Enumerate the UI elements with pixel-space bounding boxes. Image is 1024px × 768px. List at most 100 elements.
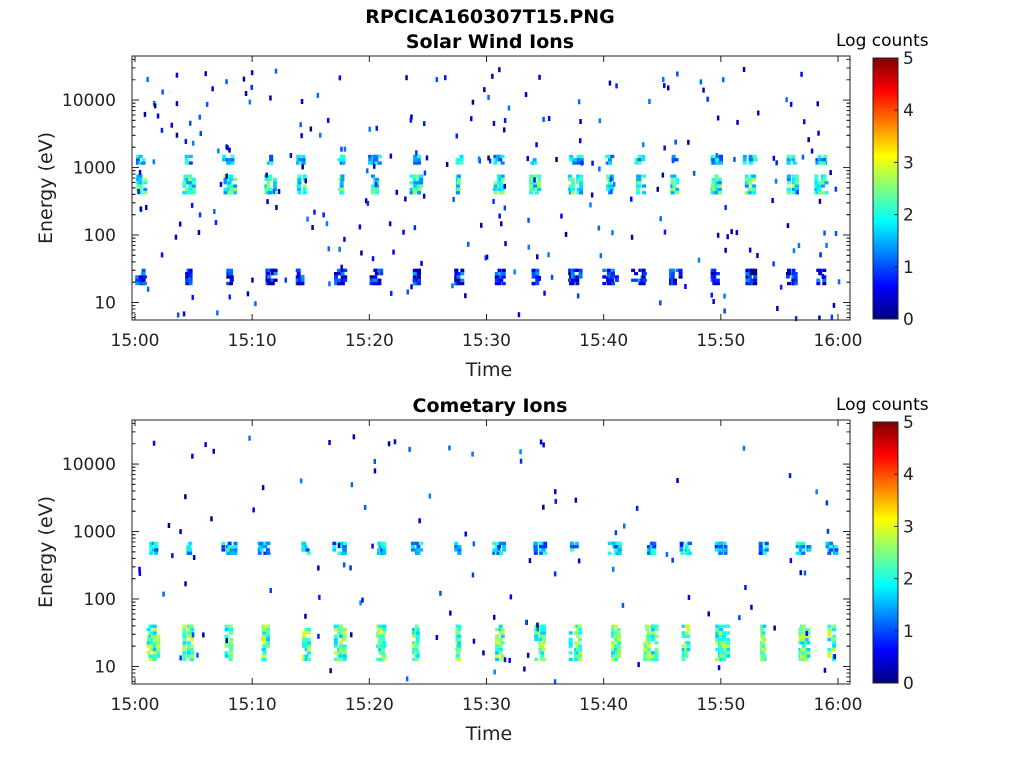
heatmap-cell [670,281,675,286]
heatmap-cell [634,158,639,162]
heatmap-cell [138,281,143,286]
heatmap-cell [254,301,257,307]
heatmap-cell [537,181,542,185]
heatmap-cell [822,174,827,178]
heatmap-cell [268,174,273,178]
heatmap-cell [156,641,161,645]
heatmap-cell [233,545,238,549]
heatmap-cell [498,67,501,73]
heatmap-cell [578,624,583,628]
heatmap-cell [670,272,675,276]
heatmap-cell [570,268,575,272]
heatmap-cell [571,191,575,195]
heatmap-cell [152,654,157,658]
heatmap-cell [752,184,757,188]
heatmap-cell [500,187,505,191]
heatmap-cell [547,116,551,121]
heatmap-cell [373,459,376,464]
heatmap-cell [156,647,161,652]
heatmap-cell [497,545,500,551]
heatmap-cell [270,268,275,272]
heatmap-cell [138,184,143,188]
heatmap-cell [340,146,343,152]
heatmap-cell [341,154,346,159]
heatmap-cell [575,281,580,286]
heatmap-cell [417,191,422,195]
heatmap-cell [184,494,187,500]
heatmap-cell [492,198,495,204]
heatmap-cell [268,177,273,182]
heatmap-cell [580,160,584,166]
heatmap-cell [340,177,345,182]
heatmap-cell [410,548,415,552]
panel2-colorbar-label: Log counts [836,395,929,415]
heatmap-cell [758,551,763,555]
heatmap-cell [574,497,578,503]
heatmap-cell [229,551,234,555]
heatmap-cell [301,654,306,658]
heatmap-cell [500,174,505,178]
heatmap-cell [718,548,723,552]
heatmap-cell [409,174,414,178]
heatmap-cell [665,551,669,557]
heatmap-cell [376,624,381,628]
heatmap-cell [182,191,187,195]
heatmap-cell [325,221,329,227]
heatmap-cell [786,181,791,185]
heatmap-cell [417,272,421,276]
heatmap-cell [382,657,387,662]
heatmap-cell [262,627,267,632]
heatmap-cell [829,170,832,176]
heatmap-cell [801,654,806,658]
heatmap-cell [191,632,195,638]
heatmap-cell [171,553,174,559]
heatmap-cell [606,278,611,282]
heatmap-cell [575,624,580,628]
heatmap-cell [138,177,143,182]
heatmap-cell [537,184,542,188]
heatmap-cell [834,551,839,555]
heatmap-cell [417,275,421,279]
heatmap-cell [336,268,341,272]
heatmap-cell [650,651,655,655]
x-tick-label: 15:20 [345,331,394,351]
heatmap-cell [454,548,459,552]
heatmap-cell [302,548,307,552]
heatmap-cell [152,541,156,545]
heatmap-cell [531,268,536,272]
heatmap-cell [793,281,798,286]
heatmap-cell [773,625,776,631]
heatmap-cell [654,654,659,658]
heatmap-cell [570,281,575,286]
y-tick-label: 100 [84,590,116,610]
heatmap-cell [412,268,417,272]
heatmap-cell [138,570,142,576]
heatmap-cell [419,177,424,182]
heatmap-cell [382,631,387,635]
heatmap-cell [454,272,459,276]
heatmap-cell [410,114,413,120]
heatmap-cell [602,268,607,272]
heatmap-cell [532,272,537,276]
heatmap-cell [723,293,726,299]
heatmap-cell [636,187,641,191]
heatmap-cell [228,654,233,658]
heatmap-cell [681,631,686,635]
heatmap-cell [715,158,720,162]
heatmap-cell [572,278,577,282]
heatmap-cell [418,518,421,524]
heatmap-cell [499,541,504,545]
heatmap-cell [823,154,828,159]
heatmap-cell [216,310,219,316]
heatmap-cell [719,644,724,648]
heatmap-cell [750,281,754,286]
heatmap-cell [501,281,506,286]
heatmap-cell [568,641,573,645]
heatmap-cell [229,272,233,276]
heatmap-cell [266,551,271,555]
heatmap-cell [533,177,536,183]
heatmap-cell [227,158,232,162]
heatmap-cell [801,541,806,545]
heatmap-cell [670,191,675,195]
heatmap-cell [610,188,613,194]
